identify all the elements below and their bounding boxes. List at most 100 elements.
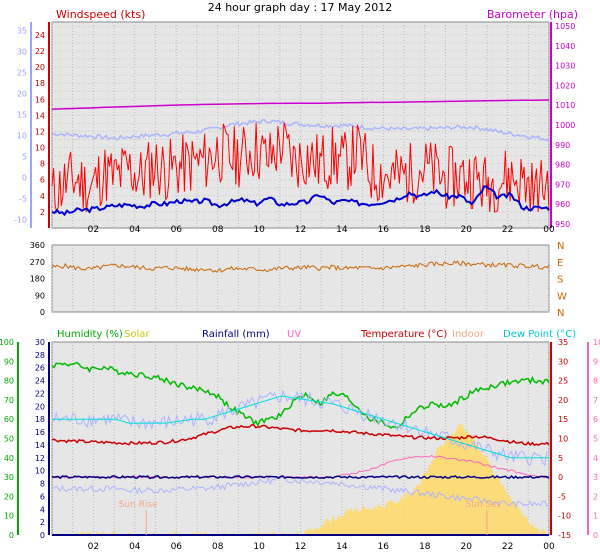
barometer-tick-label: 1020 bbox=[555, 81, 575, 90]
wind-outer-tick-label: -5 bbox=[19, 195, 27, 204]
windspeed-tick-label: 20 bbox=[35, 63, 45, 72]
uv-tick-label: 3 bbox=[593, 473, 598, 482]
temperature-tick-label: 30 bbox=[558, 357, 568, 366]
legend-entry: Solar bbox=[124, 329, 150, 340]
windspeed-tick-label: 24 bbox=[35, 31, 45, 40]
temperature-tick-label: 15 bbox=[558, 415, 568, 424]
temp-x-tick-label: 02 bbox=[88, 542, 99, 552]
wind-outer-tick-label: 30 bbox=[17, 47, 27, 56]
humidity-tick-label: 100 bbox=[0, 338, 14, 347]
windspeed-tick-label: 6 bbox=[40, 176, 45, 185]
wind-outer-tick-label: 35 bbox=[17, 26, 27, 35]
barometer-tick-label: 950 bbox=[555, 220, 570, 229]
wind-x-tick-label: 04 bbox=[129, 225, 141, 235]
temp-x-tick-label: 12 bbox=[295, 542, 306, 552]
temp-x-tick-label: 22 bbox=[502, 542, 513, 552]
windspeed-tick-label: 8 bbox=[40, 160, 45, 169]
dewpoint-line bbox=[51, 118, 550, 142]
legend-entry: Rainfall (mm) bbox=[202, 329, 270, 340]
rainfall-tick-label: 4 bbox=[40, 505, 45, 514]
temp-x-tick-label: 14 bbox=[336, 542, 348, 552]
uv-tick-label: 5 bbox=[593, 435, 598, 444]
solar-area bbox=[52, 423, 549, 535]
wind-x-tick-label: 16 bbox=[378, 225, 390, 235]
rainfall-tick-label: 18 bbox=[35, 415, 45, 424]
temperature-tick-label: 0 bbox=[558, 473, 563, 482]
windspeed-axis-label: Windspeed (kts) bbox=[56, 8, 145, 21]
barometer-tick-label: 990 bbox=[555, 141, 570, 150]
uv-line bbox=[52, 395, 549, 459]
humidity-tick-label: 70 bbox=[4, 396, 14, 405]
uv-tick-label: 9 bbox=[593, 357, 598, 366]
temperature-tick-label: 5 bbox=[558, 454, 563, 463]
rainfall-tick-label: 26 bbox=[35, 364, 45, 373]
temperature-tick-label: -10 bbox=[558, 512, 571, 521]
humidity-tick-label: 60 bbox=[4, 415, 14, 424]
barometer-tick-label: 1030 bbox=[555, 62, 575, 71]
dewpoint-line bbox=[51, 474, 550, 480]
wind-x-tick-label: 00 bbox=[543, 225, 555, 235]
barometer-tick-label: 1050 bbox=[555, 22, 575, 31]
direction-tick-label: 180 bbox=[30, 275, 45, 284]
wind-x-tick-label: 06 bbox=[171, 225, 183, 235]
barometer-axis-label: Barometer (hpa) bbox=[487, 8, 578, 21]
barometer-tick-label: 960 bbox=[555, 200, 570, 209]
humidity-tick-label: 80 bbox=[4, 377, 14, 386]
direction-tick-label: 360 bbox=[30, 241, 45, 250]
windspeed-line bbox=[51, 122, 550, 214]
rainfall-tick-label: 30 bbox=[35, 338, 45, 347]
temp-x-tick-label: 00 bbox=[543, 542, 555, 552]
rainfall-tick-label: 20 bbox=[35, 402, 45, 411]
barometer-tick-label: 1010 bbox=[555, 101, 575, 110]
uv-tick-label: 0 bbox=[593, 531, 598, 540]
rainfall-tick-label: 10 bbox=[35, 467, 45, 476]
humidity-tick-label: 20 bbox=[4, 492, 14, 501]
compass-tick-label: N bbox=[557, 241, 564, 252]
legend-entry: Dew Point (°C) bbox=[503, 329, 576, 340]
windspeed-tick-label: 12 bbox=[35, 127, 45, 136]
temperature-tick-label: 35 bbox=[558, 338, 568, 347]
barometer-tick-label: 1040 bbox=[555, 42, 575, 51]
humidity-tick-label: 10 bbox=[4, 512, 14, 521]
windspeed-tick-label: 16 bbox=[35, 95, 45, 104]
humidity-tick-label: 30 bbox=[4, 473, 14, 482]
sunrise-label: Sun Rise bbox=[119, 500, 158, 510]
windspeed-tick-label: 14 bbox=[35, 111, 45, 120]
wind-x-tick-label: 10 bbox=[253, 225, 265, 235]
wind-outer-tick-label: 25 bbox=[17, 68, 27, 77]
sunset-label: Sun Set bbox=[466, 500, 501, 510]
wind-outer-tick-label: -10 bbox=[14, 216, 27, 225]
wind-direction-line bbox=[51, 260, 550, 273]
humidity-tick-label: 50 bbox=[4, 435, 14, 444]
wind-x-tick-label: 14 bbox=[336, 225, 348, 235]
wind-x-tick-label: 02 bbox=[88, 225, 99, 235]
direction-tick-label: 90 bbox=[35, 291, 45, 300]
rainfall-tick-label: 0 bbox=[40, 531, 45, 540]
temperature-tick-label: -5 bbox=[558, 492, 566, 501]
legend-entry: UV bbox=[287, 329, 301, 340]
apparent-temperature-line bbox=[51, 476, 549, 509]
temperature-band-line bbox=[51, 389, 550, 467]
compass-tick-label: S bbox=[557, 275, 563, 286]
uv-tick-label: 8 bbox=[593, 377, 598, 386]
legend-entry: Temperature (°C) bbox=[360, 329, 447, 340]
uv-tick-label: 4 bbox=[593, 454, 598, 463]
temperature-tick-label: -15 bbox=[558, 531, 571, 540]
wind-outer-tick-label: 10 bbox=[17, 132, 27, 141]
temp-x-tick-label: 16 bbox=[378, 542, 390, 552]
uv-tick-label: 2 bbox=[593, 492, 598, 501]
wind-x-tick-label: 22 bbox=[502, 225, 513, 235]
temp-x-tick-label: 18 bbox=[419, 542, 431, 552]
compass-tick-label: E bbox=[557, 258, 563, 269]
barometer-tick-label: 980 bbox=[555, 161, 570, 170]
humidity-tick-label: 40 bbox=[4, 454, 14, 463]
temp-x-tick-label: 06 bbox=[171, 542, 183, 552]
rainfall-tick-label: 14 bbox=[35, 441, 45, 450]
rainfall-tick-label: 12 bbox=[35, 454, 45, 463]
temperature-tick-label: 25 bbox=[558, 377, 568, 386]
windspeed-tick-label: 22 bbox=[35, 47, 45, 56]
wind-x-tick-label: 18 bbox=[419, 225, 431, 235]
rainfall-tick-label: 2 bbox=[40, 518, 45, 527]
chart-title: 24 hour graph day : 17 May 2012 bbox=[208, 1, 393, 14]
temp-x-tick-label: 08 bbox=[212, 542, 224, 552]
